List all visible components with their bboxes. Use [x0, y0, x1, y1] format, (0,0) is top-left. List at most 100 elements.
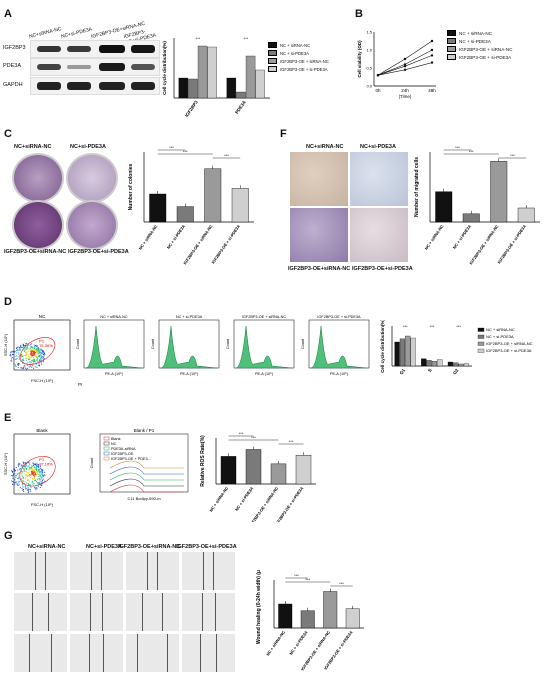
event-dot	[33, 478, 36, 480]
wound-edge	[214, 593, 216, 631]
event-dot	[37, 476, 39, 478]
event-dot	[18, 476, 20, 478]
event-dot	[42, 475, 44, 477]
colony-dish	[12, 153, 64, 203]
histogram-title: NC + siRNA-NC	[100, 315, 128, 319]
event-dot	[40, 359, 42, 361]
bar	[345, 608, 360, 629]
wound-image	[70, 552, 123, 590]
event-dot	[19, 349, 21, 352]
significance-marker: ***	[469, 149, 474, 154]
event-dot	[22, 476, 25, 478]
data-point	[430, 39, 434, 43]
event-dot	[33, 361, 35, 363]
event-dot	[28, 468, 30, 470]
wound-image	[14, 552, 67, 590]
event-dot	[24, 367, 26, 369]
event-dot	[19, 358, 21, 360]
event-dot	[36, 358, 38, 360]
wound-image	[126, 593, 179, 631]
event-dot	[43, 355, 45, 357]
event-dot	[39, 467, 41, 469]
event-dot	[27, 362, 29, 364]
event-dot	[24, 477, 27, 479]
event-dot	[25, 354, 28, 356]
event-dot	[39, 350, 41, 352]
event-dot	[33, 356, 35, 359]
image-label: IGF2BP3-OE+siRNA-NC	[288, 266, 351, 272]
event-dot	[41, 479, 44, 482]
event-dot	[25, 358, 27, 360]
overlay-curve	[109, 484, 184, 493]
event-dot	[41, 357, 43, 359]
event-dot	[38, 356, 40, 358]
event-dot	[27, 491, 29, 494]
overlay-curve	[109, 472, 184, 481]
category-tick-label: IGF2BP3-OE + si-PDE3A	[496, 224, 527, 265]
event-dot	[29, 362, 31, 364]
bar	[278, 603, 293, 629]
event-dot	[27, 489, 29, 491]
legend-label: IGF2BP3-OE + si-PDE3A	[459, 54, 512, 60]
blot-lane-label: NC+si-PDE3A	[60, 26, 93, 40]
event-dot	[33, 367, 35, 369]
panel-label-d: D	[4, 296, 12, 308]
event-dot	[23, 470, 25, 472]
event-dot	[42, 353, 44, 355]
wound-image	[182, 552, 235, 590]
flow-overlay-e: Blank / P1 BlankNCPDE3A-siRNAIGF2BP3-OEIG…	[89, 428, 189, 501]
event-dot	[34, 478, 37, 480]
event-dot	[28, 353, 30, 355]
event-dot	[19, 481, 21, 483]
event-dot	[23, 462, 25, 464]
event-dot	[27, 479, 29, 481]
gate-percentage: 76.36%	[39, 343, 53, 348]
significance-marker: ***	[305, 577, 310, 582]
x-tick-label: 24h	[401, 88, 409, 93]
blot-strip-pde3a	[30, 58, 160, 76]
gate-label: P1	[39, 457, 45, 462]
event-dot	[31, 359, 33, 362]
y-tick-label: 0.5	[366, 66, 372, 71]
histogram-fill	[160, 325, 218, 369]
significance-marker: ***	[455, 145, 460, 150]
blot-row-label: GAPDH	[3, 82, 23, 88]
event-dot	[39, 352, 41, 354]
significance-marker: ***	[196, 36, 201, 41]
event-dot	[17, 346, 19, 348]
event-dot	[42, 469, 44, 471]
significance-marker: ***	[169, 145, 174, 150]
wound-image	[14, 593, 67, 631]
event-dot	[28, 356, 30, 358]
x-axis-label: PE-A (10⁵)	[330, 372, 349, 376]
bar	[435, 191, 453, 223]
histogram-fill	[310, 325, 368, 369]
event-dot	[24, 465, 26, 467]
event-dot	[35, 350, 37, 352]
event-dot	[11, 470, 13, 472]
legend-swatch	[103, 446, 110, 451]
event-dot	[39, 471, 41, 473]
bar	[295, 455, 312, 485]
event-dot	[12, 483, 14, 485]
event-dot	[42, 478, 44, 480]
event-dot	[28, 350, 30, 353]
event-dot	[36, 360, 38, 362]
event-dot	[32, 463, 34, 465]
event-dot	[32, 353, 34, 356]
event-dot	[29, 470, 31, 472]
wound-edge	[102, 593, 103, 631]
significance-marker: ***	[244, 36, 249, 41]
event-dot	[36, 349, 38, 351]
event-dot	[23, 364, 25, 366]
event-dot	[13, 484, 15, 486]
wound-edge	[90, 593, 91, 631]
event-dot	[31, 356, 33, 358]
event-dot	[40, 472, 42, 474]
event-dot	[33, 471, 35, 473]
event-dot	[43, 474, 45, 476]
significance-marker: ***	[289, 439, 294, 444]
event-dot	[17, 349, 19, 351]
event-dot	[14, 473, 16, 475]
column-label: NC+siRNA-NC	[28, 544, 66, 550]
